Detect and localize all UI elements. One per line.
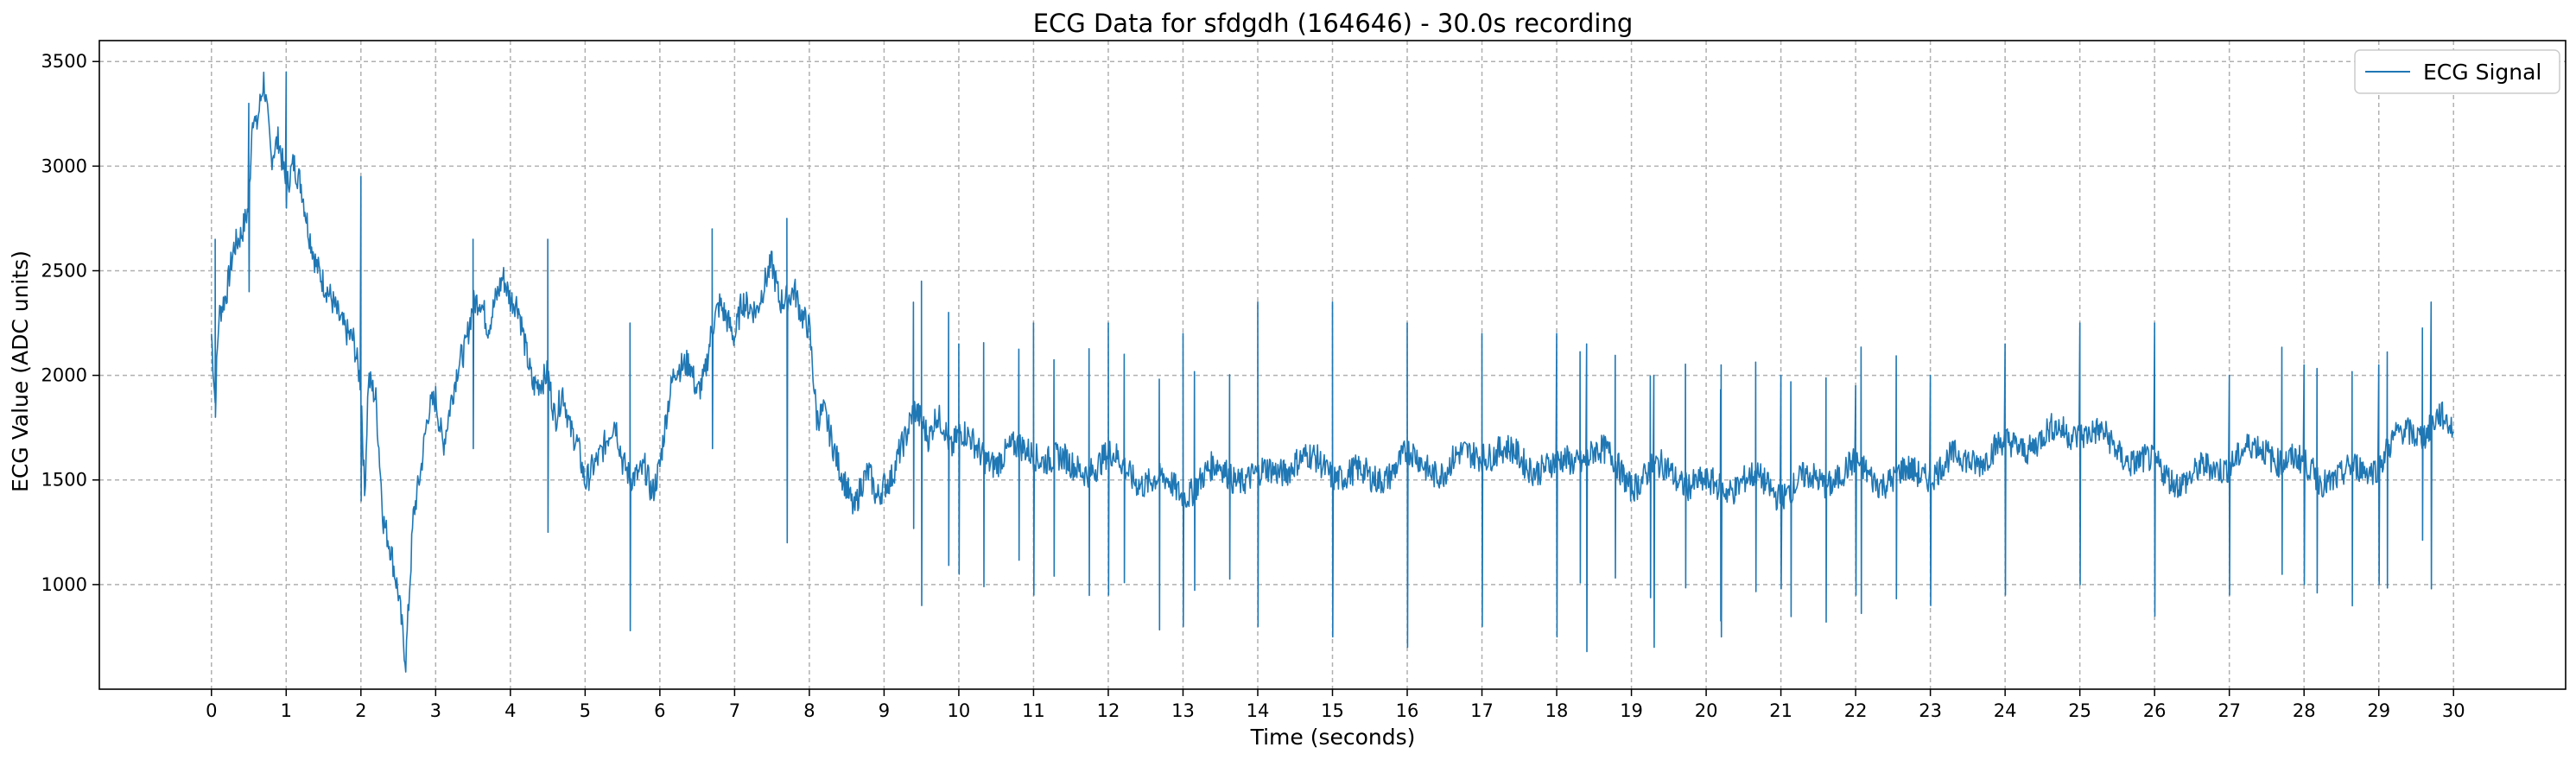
x-tick-label: 7 bbox=[729, 700, 740, 721]
x-tick-label: 3 bbox=[430, 700, 441, 721]
x-axis: 0 1 2 3 4 5 6 7 8 9 10 11 12 13 14 15 16 17 18 19 20 21 22 23 24… bbox=[206, 689, 2465, 721]
legend: ECG Signal bbox=[2354, 49, 2560, 94]
y-tick-label: 2500 bbox=[41, 260, 87, 281]
y-axis: 1000 1500 2000 2500 3000 3500 bbox=[41, 51, 99, 595]
x-tick-label: 27 bbox=[2218, 700, 2241, 721]
x-tick-label: 26 bbox=[2143, 700, 2167, 721]
y-axis-label: ECG Value (ADC units) bbox=[8, 250, 33, 492]
y-tick-label: 2000 bbox=[41, 365, 87, 386]
x-tick-label: 2 bbox=[355, 700, 366, 721]
x-tick-label: 0 bbox=[206, 700, 217, 721]
x-tick-label: 12 bbox=[1097, 700, 1120, 721]
x-tick-label: 8 bbox=[803, 700, 815, 721]
x-tick-label: 16 bbox=[1396, 700, 1419, 721]
x-tick-label: 14 bbox=[1247, 700, 1270, 721]
x-tick-label: 24 bbox=[1994, 700, 2017, 721]
ecg-line-group bbox=[211, 71, 2454, 673]
x-tick-label: 18 bbox=[1545, 700, 1569, 721]
y-tick-label: 3000 bbox=[41, 155, 87, 176]
ecg-signal-line bbox=[211, 71, 2454, 673]
x-tick-label: 23 bbox=[1919, 700, 1942, 721]
x-tick-label: 9 bbox=[879, 700, 890, 721]
x-tick-label: 15 bbox=[1321, 700, 1344, 721]
x-tick-label: 6 bbox=[654, 700, 665, 721]
x-tick-label: 21 bbox=[1769, 700, 1792, 721]
x-tick-label: 25 bbox=[2068, 700, 2091, 721]
x-tick-label: 29 bbox=[2367, 700, 2390, 721]
y-tick-label: 1000 bbox=[41, 574, 87, 595]
x-tick-label: 5 bbox=[580, 700, 591, 721]
legend-label: ECG Signal bbox=[2423, 60, 2541, 85]
x-tick-label: 1 bbox=[281, 700, 292, 721]
x-tick-label: 22 bbox=[1844, 700, 1868, 721]
x-tick-label: 13 bbox=[1171, 700, 1195, 721]
x-tick-label: 17 bbox=[1470, 700, 1494, 721]
y-tick-label: 1500 bbox=[41, 470, 87, 491]
x-axis-label: Time (seconds) bbox=[1250, 725, 1416, 750]
x-tick-label: 28 bbox=[2293, 700, 2316, 721]
x-tick-label: 30 bbox=[2442, 700, 2465, 721]
legend-box bbox=[2354, 49, 2560, 94]
x-tick-label: 20 bbox=[1695, 700, 1718, 721]
x-tick-label: 19 bbox=[1620, 700, 1643, 721]
x-tick-label: 10 bbox=[948, 700, 971, 721]
x-tick-label: 4 bbox=[504, 700, 516, 721]
x-tick-label: 11 bbox=[1022, 700, 1045, 721]
chart-title: ECG Data for sfdgdh (164646) - 30.0s rec… bbox=[1033, 9, 1634, 38]
y-tick-label: 3500 bbox=[41, 51, 87, 72]
